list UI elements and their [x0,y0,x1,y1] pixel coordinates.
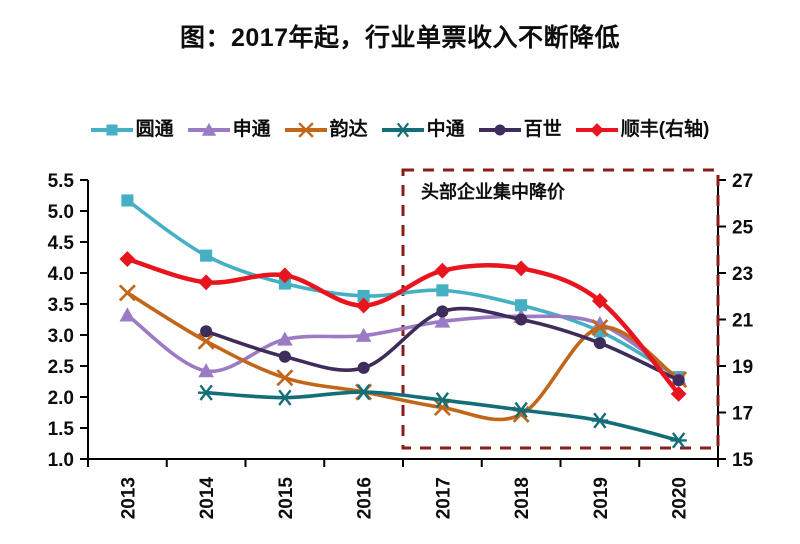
data-point-marker [434,313,451,328]
right-axis-tick-label: 15 [732,450,754,471]
left-axis-tick-label: 3.5 [48,295,75,316]
data-point-marker [119,251,136,267]
legend-marker-circle-icon [478,124,521,135]
legend-marker-square-icon [90,124,133,135]
data-point-marker [434,392,451,409]
data-point-marker [197,384,215,401]
data-point-marker [355,297,372,314]
legend-item-label: 百世 [523,119,562,140]
series-顺丰(右轴) [119,251,687,402]
data-point-marker [515,299,528,312]
data-point-marker [515,313,528,326]
chart-title: 图：2017年起，行业单票收入不断降低 [179,24,621,52]
legend-item-label: 申通 [232,119,271,140]
legend-item-5[interactable]: 顺丰(右轴) [575,119,710,140]
data-point-marker [200,325,213,338]
legend-item-1[interactable]: 申通 [187,119,271,140]
data-point-marker [433,399,451,417]
x-axis-tick-label: 2016 [355,477,376,519]
chart-legend: 圆通 申通 韵达 中通 百世 顺丰(右轴) [0,120,800,139]
legend-marker-triangle-icon [187,122,230,136]
legend-item-0[interactable]: 圆通 [90,119,174,140]
data-point-marker [276,389,294,406]
left-axis-tick-label: 3.0 [48,326,74,347]
legend-item-label: 圆通 [135,119,174,140]
data-point-marker [119,307,136,322]
x-axis-tick-label: 2017 [433,477,454,519]
x-axis-tick-label: 2014 [197,477,218,520]
x-axis-tick-label: 2013 [118,477,139,519]
right-axis-tick-label: 25 [732,218,754,239]
data-point-marker [355,327,372,342]
data-point-marker [591,292,608,309]
legend-marker-diamond-icon [575,122,618,137]
right-axis-tick-label: 21 [732,311,754,332]
right-axis-tick-label: 19 [732,357,753,378]
legend-item-4[interactable]: 百世 [478,119,562,140]
right-axis-tick-label: 23 [732,264,753,285]
data-point-marker [198,274,215,291]
series-中通 [197,383,687,449]
data-point-marker [357,289,370,302]
data-point-marker [118,284,136,302]
data-point-marker [593,337,606,350]
data-point-marker [670,385,687,402]
legend-item-label: 中通 [426,119,465,140]
legend-item-label: 顺丰(右轴) [620,119,710,140]
data-point-marker [513,260,530,277]
data-point-marker [198,363,214,378]
x-axis-tick-label: 2015 [276,477,297,520]
x-axis-tick-label: 2019 [591,477,612,519]
x-axis-tick-label: 2020 [670,477,691,519]
data-point-marker [278,350,291,363]
legend-item-2[interactable]: 韵达 [284,119,368,140]
data-point-marker [197,332,215,350]
legend-item-3[interactable]: 中通 [381,119,465,140]
left-axis-tick-label: 4.5 [48,233,75,254]
data-point-marker [670,432,687,449]
data-point-marker [355,383,372,401]
data-point-marker [276,369,294,387]
annotation-label: 头部企业集中降价 [421,182,565,202]
data-point-marker [591,412,609,429]
annotation-dashed-box [401,168,720,450]
right-axis-tick-label: 27 [732,171,753,192]
data-point-marker [121,194,134,207]
left-axis-tick-label: 1.5 [48,419,75,440]
data-point-marker [672,374,685,387]
data-point-marker [357,361,370,374]
left-axis-tick-label: 2.0 [48,388,74,409]
data-point-marker [277,331,293,346]
data-point-marker [434,262,451,279]
legend-marker-asterisk-icon [381,122,424,137]
data-point-marker [591,319,609,337]
legend-marker-x-icon [284,121,327,138]
data-point-marker [436,284,449,297]
data-point-marker [512,401,530,419]
data-point-marker [278,277,291,290]
data-point-marker [276,267,293,284]
left-axis-tick-label: 5.0 [48,202,74,223]
left-axis-tick-label: 2.5 [48,357,75,378]
data-point-marker [200,249,213,262]
data-point-marker [436,305,449,318]
legend-item-label: 韵达 [329,119,368,140]
x-axis-tick-label: 2018 [512,477,533,519]
right-axis-tick-label: 17 [732,404,753,425]
left-axis-tick-label: 1.0 [48,450,74,471]
left-axis-tick-label: 4.0 [48,264,74,285]
series-百世 [200,305,685,387]
left-axis-tick-label: 5.5 [48,171,75,192]
